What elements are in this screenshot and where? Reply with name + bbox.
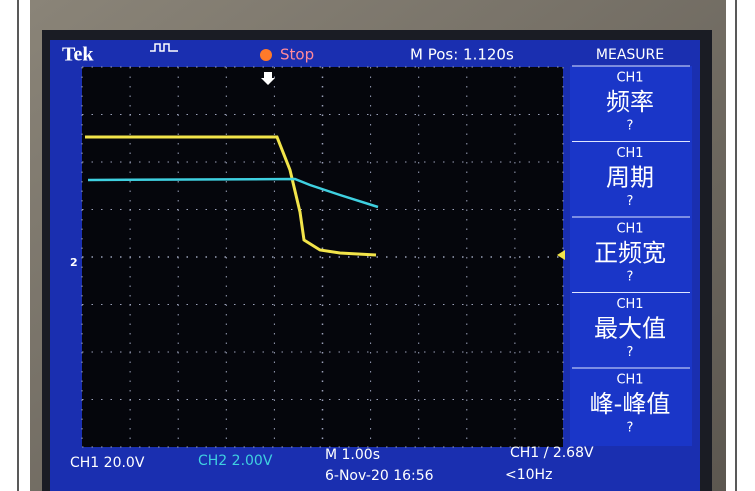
menu-panel bbox=[570, 66, 692, 446]
ch2-marker: 2 bbox=[70, 256, 78, 269]
trigger-level-marker bbox=[557, 250, 565, 260]
ch2-waveform bbox=[87, 177, 379, 209]
menu-value: ? bbox=[627, 119, 634, 134]
trigger-icon bbox=[150, 43, 178, 52]
menu-value: ? bbox=[627, 194, 634, 209]
menu: CH1 频率? CH1 周期? CH1 正频宽? CH1 最大值? CH1 峰-峰值? bbox=[572, 65, 690, 436]
ch1-scale: CH1 20.0V bbox=[70, 455, 145, 471]
menu-channel: CH1 bbox=[616, 71, 643, 86]
timebase: M 1.00s bbox=[325, 447, 380, 463]
menu-value: ? bbox=[627, 270, 634, 285]
menu-label: 最大值 bbox=[594, 315, 666, 343]
brand: Tek bbox=[62, 44, 94, 66]
menu-channel: CH1 bbox=[616, 373, 643, 388]
menu-label: 峰-峰值 bbox=[590, 390, 671, 418]
menu-label: 周期 bbox=[606, 164, 654, 192]
menu-label: 正频宽 bbox=[594, 239, 666, 267]
menu-channel: CH1 bbox=[616, 297, 643, 312]
menu-channel: CH1 bbox=[616, 222, 643, 237]
menu-label: 频率 bbox=[606, 88, 654, 116]
position: M Pos: 1.120s bbox=[410, 46, 514, 64]
datetime: 6-Nov-20 16:56 bbox=[325, 468, 434, 484]
stop-dot bbox=[260, 49, 272, 61]
menu-value: ? bbox=[627, 421, 634, 436]
menu-title: MEASURE bbox=[596, 47, 664, 63]
status: Stop bbox=[280, 46, 314, 64]
menu-value: ? bbox=[627, 345, 634, 360]
trigger-setting: CH1 ∕ 2.68V bbox=[510, 445, 594, 461]
ch2-scale: CH2 2.00V bbox=[198, 453, 273, 469]
frequency: <10Hz bbox=[505, 467, 552, 483]
trigger-position-marker bbox=[261, 72, 275, 85]
menu-channel: CH1 bbox=[616, 146, 643, 161]
ch1-waveform bbox=[85, 135, 377, 257]
